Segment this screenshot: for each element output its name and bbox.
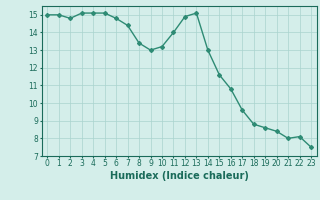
X-axis label: Humidex (Indice chaleur): Humidex (Indice chaleur): [110, 171, 249, 181]
